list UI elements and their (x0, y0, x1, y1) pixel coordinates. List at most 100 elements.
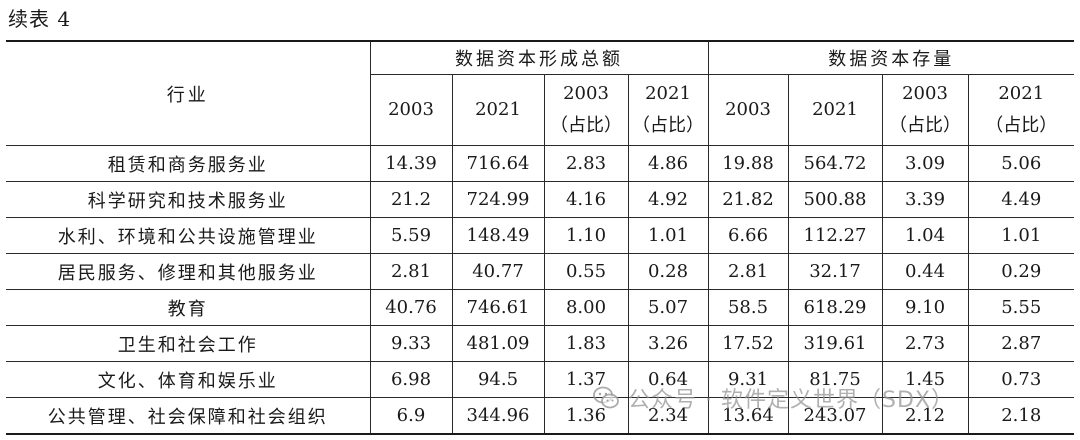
value-cell: 94.5 (451, 361, 545, 398)
value-cell: 58.5 (707, 289, 789, 326)
year-label: 2021 (998, 83, 1045, 104)
table-row: 卫生和社会工作 9.33 481.09 1.83 3.26 17.52 319.61 2.73… (6, 325, 1074, 362)
value-cell: 0.73 (967, 361, 1074, 398)
value-cell: 1.36 (543, 397, 629, 435)
value-cell: 5.59 (369, 217, 453, 254)
industry-cell: 水利、环境和公共设施管理业 (6, 217, 371, 254)
value-cell: 1.01 (967, 217, 1074, 254)
value-cell: 724.99 (451, 181, 545, 218)
value-cell: 6.9 (369, 397, 453, 435)
table-row: 居民服务、修理和其他服务业 2.81 40.77 0.55 0.28 2.81 32.17 0… (6, 253, 1074, 290)
value-cell: 0.29 (967, 253, 1074, 290)
value-cell: 2.34 (627, 397, 709, 435)
data-table: 行业 数据资本形成总额 数据资本存量 2003 2021 2003 （占比） 2021 （… (6, 40, 1074, 435)
year-header: 2021 (451, 74, 545, 146)
value-cell: 5.06 (967, 145, 1074, 182)
share-note: （占比） (632, 115, 704, 136)
value-cell: 481.09 (451, 325, 545, 362)
value-cell: 19.88 (707, 145, 789, 182)
value-cell: 1.01 (627, 217, 709, 254)
value-cell: 1.83 (543, 325, 629, 362)
group-header-formation: 数据资本形成总额 (369, 40, 709, 75)
value-cell: 4.49 (967, 181, 1074, 218)
value-cell: 3.26 (627, 325, 709, 362)
year-header: 2021 （占比） (967, 74, 1074, 146)
value-cell: 2.12 (881, 397, 969, 435)
value-cell: 500.88 (787, 181, 883, 218)
industry-cell: 教育 (6, 289, 371, 326)
table-row: 公共管理、社会保障和社会组织 6.9 344.96 1.36 2.34 13.64 243.… (6, 397, 1074, 435)
table-caption: 续表 4 (8, 7, 72, 31)
value-cell: 716.64 (451, 145, 545, 182)
header-group-row: 行业 数据资本形成总额 数据资本存量 (6, 40, 1074, 146)
year-label: 2003 (902, 83, 948, 104)
value-cell: 13.64 (707, 397, 789, 435)
value-cell: 0.55 (543, 253, 629, 290)
value-cell: 1.37 (543, 361, 629, 398)
value-cell: 4.92 (627, 181, 709, 218)
value-cell: 14.39 (369, 145, 453, 182)
value-cell: 9.33 (369, 325, 453, 362)
value-cell: 1.45 (881, 361, 969, 398)
value-cell: 6.98 (369, 361, 453, 398)
year-label: 2021 (475, 99, 521, 120)
table-row: 科学研究和技术服务业 21.2 724.99 4.16 4.92 21.82 500.88 3… (6, 181, 1074, 218)
table-row: 水利、环境和公共设施管理业 5.59 148.49 1.10 1.01 6.66 112.2… (6, 217, 1074, 254)
value-cell: 2.81 (369, 253, 453, 290)
value-cell: 9.10 (881, 289, 969, 326)
year-label: 2003 (563, 83, 609, 104)
value-cell: 4.86 (627, 145, 709, 182)
industry-cell: 公共管理、社会保障和社会组织 (6, 397, 371, 435)
table-body: 租赁和商务服务业 14.39 716.64 2.83 4.86 19.88 564.72 3.… (6, 145, 1074, 435)
value-cell: 0.44 (881, 253, 969, 290)
share-note: （占比） (550, 115, 622, 136)
year-header: 2003 （占比） (543, 74, 629, 146)
industry-cell: 租赁和商务服务业 (6, 145, 371, 182)
value-cell: 81.75 (787, 361, 883, 398)
value-cell: 5.55 (967, 289, 1074, 326)
table-row: 教育 40.76 746.61 8.00 5.07 58.5 618.29 9.10 5.55 (6, 289, 1074, 326)
value-cell: 0.64 (627, 361, 709, 398)
value-cell: 8.00 (543, 289, 629, 326)
year-label: 2021 (812, 99, 858, 120)
industry-header: 行业 (6, 40, 371, 146)
table-row: 文化、体育和娱乐业 6.98 94.5 1.37 0.64 9.31 81.75 1.45 0.… (6, 361, 1074, 398)
value-cell: 21.2 (369, 181, 453, 218)
value-cell: 564.72 (787, 145, 883, 182)
year-label: 2003 (725, 99, 771, 120)
share-note: （占比） (889, 115, 961, 136)
value-cell: 4.16 (543, 181, 629, 218)
value-cell: 618.29 (787, 289, 883, 326)
year-header: 2003 （占比） (881, 74, 969, 146)
value-cell: 40.76 (369, 289, 453, 326)
share-note: （占比） (985, 115, 1058, 136)
group-header-stock: 数据资本存量 (707, 40, 1074, 75)
year-label: 2003 (388, 99, 434, 120)
table-row: 租赁和商务服务业 14.39 716.64 2.83 4.86 19.88 564.72 3.… (6, 145, 1074, 182)
value-cell: 1.04 (881, 217, 969, 254)
value-cell: 0.28 (627, 253, 709, 290)
year-header: 2021 （占比） (627, 74, 709, 146)
value-cell: 2.83 (543, 145, 629, 182)
value-cell: 17.52 (707, 325, 789, 362)
year-header: 2003 (370, 74, 453, 146)
value-cell: 6.66 (707, 217, 789, 254)
industry-cell: 科学研究和技术服务业 (6, 181, 371, 218)
value-cell: 2.81 (707, 253, 789, 290)
value-cell: 319.61 (787, 325, 883, 362)
industry-cell: 卫生和社会工作 (6, 325, 371, 362)
value-cell: 21.82 (707, 181, 789, 218)
value-cell: 32.17 (787, 253, 883, 290)
value-cell: 9.31 (707, 361, 789, 398)
table-header: 行业 数据资本形成总额 数据资本存量 2003 2021 2003 （占比） 2021 （… (6, 40, 1074, 146)
value-cell: 3.39 (881, 181, 969, 218)
value-cell: 344.96 (451, 397, 545, 435)
value-cell: 5.07 (627, 289, 709, 326)
industry-cell: 文化、体育和娱乐业 (6, 361, 371, 398)
value-cell: 2.73 (881, 325, 969, 362)
year-header: 2003 (707, 74, 789, 146)
value-cell: 3.09 (881, 145, 969, 182)
value-cell: 40.77 (451, 253, 545, 290)
value-cell: 1.10 (543, 217, 629, 254)
value-cell: 148.49 (451, 217, 545, 254)
